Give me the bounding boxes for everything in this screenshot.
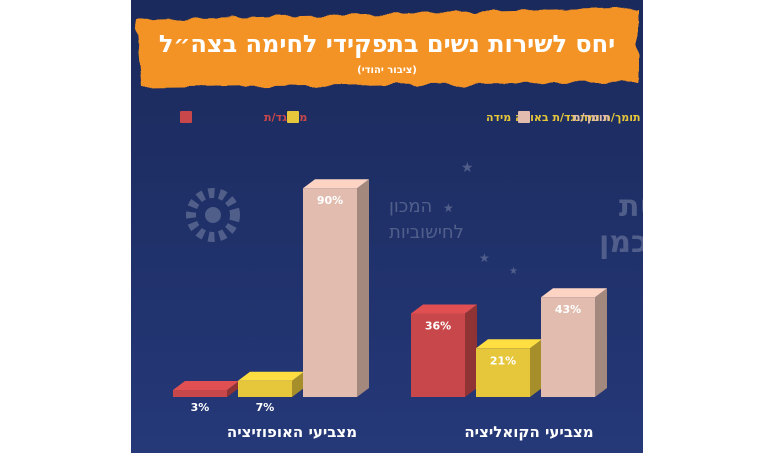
legend-swatch-oppose <box>180 111 192 123</box>
watermark-institute-line2: לחישוביות <box>389 222 464 243</box>
bar-front <box>303 188 357 397</box>
bars-layer: 36% 21% 43% 3% 7% 90% <box>173 179 607 414</box>
chart-title: יחס לשירות נשים בתפקידי לחימה בצה״ל <box>159 30 615 58</box>
bar-oppose-opposition <box>173 381 239 397</box>
data-label: 90% <box>317 194 343 207</box>
bar-top <box>173 381 239 391</box>
institute-logo-icon <box>186 188 240 242</box>
category-label-opposition: מצביעי האופוזיציה <box>227 423 357 441</box>
legend-label-neutral: תומך/ת ומתנגד/ת באותה מידה <box>486 111 641 124</box>
data-label: 7% <box>256 401 275 414</box>
bar-neutral-coalition <box>476 339 542 397</box>
watermark-university: אוניברסיטת <box>619 189 643 224</box>
bar-side <box>227 381 239 397</box>
bar-top <box>238 371 304 381</box>
legend-swatch-support <box>518 111 530 123</box>
watermark-university-line2: רייכמן <box>599 225 643 260</box>
bar-front <box>541 297 595 397</box>
watermark-institute-line1: המכון <box>389 196 432 217</box>
data-label: 36% <box>425 319 451 332</box>
chart-panel: יחס לשירות נשים בתפקידי לחימה בצה״ל (ציב… <box>131 0 643 453</box>
watermark: המכון לחישוביות אוניברסיטת רייכמן ★ ★ ★ … <box>186 160 643 277</box>
bar-top <box>541 288 607 298</box>
star-icon: ★ <box>479 251 490 265</box>
bar-side <box>292 371 304 397</box>
bar-side <box>530 339 542 397</box>
bar-top <box>411 304 477 314</box>
legend-item-support: תומך/ת <box>518 111 610 124</box>
star-icon: ★ <box>443 201 454 215</box>
bar-top <box>303 179 369 189</box>
star-icon: ★ <box>461 160 474 176</box>
star-icon: ★ <box>509 266 518 277</box>
bar-oppose-coalition <box>411 304 477 397</box>
bar-support-coalition <box>541 288 607 397</box>
bar-side <box>595 288 607 397</box>
legend-label-support: תומך/ת <box>573 111 610 124</box>
category-label-coalition: מצביעי הקואליציה <box>464 423 593 441</box>
bar-side <box>465 304 477 397</box>
legend-swatch-neutral <box>287 111 299 123</box>
chart-subtitle: (ציבור יהודי) <box>357 65 417 76</box>
bar-top <box>476 339 542 349</box>
legend-label-oppose: מתנגד/ת <box>264 111 307 124</box>
bar-support-opposition <box>303 179 369 397</box>
bar-chart: יחס לשירות נשים בתפקידי לחימה בצה״ל (ציב… <box>137 8 643 441</box>
title-banner <box>137 8 637 88</box>
bar-front <box>411 313 465 397</box>
data-label: 21% <box>490 354 516 367</box>
data-label: 43% <box>555 303 581 316</box>
legend: מתנגד/ת תומך/ת ומתנגד/ת באותה מידה תומך/… <box>180 111 641 124</box>
bar-front <box>238 380 292 397</box>
bar-front <box>476 348 530 397</box>
bar-front <box>173 390 227 397</box>
data-label: 3% <box>191 401 210 414</box>
bar-neutral-opposition <box>238 371 304 397</box>
bar-side <box>357 179 369 397</box>
